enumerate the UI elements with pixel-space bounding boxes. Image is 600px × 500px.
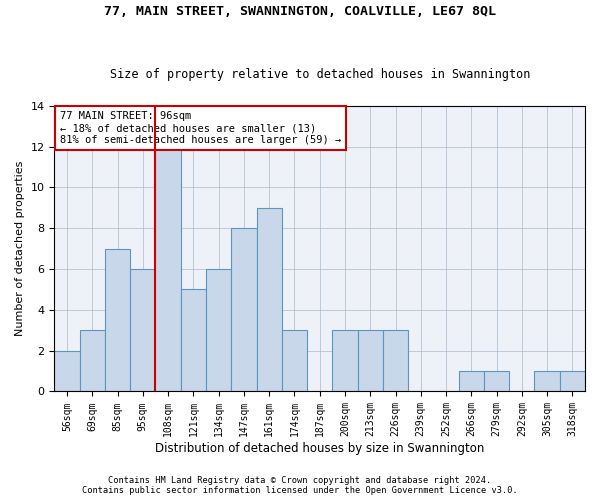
- Y-axis label: Number of detached properties: Number of detached properties: [15, 161, 25, 336]
- Title: Size of property relative to detached houses in Swannington: Size of property relative to detached ho…: [110, 68, 530, 81]
- Bar: [231, 228, 257, 392]
- Bar: [155, 146, 181, 392]
- Bar: [206, 269, 231, 392]
- Bar: [257, 208, 282, 392]
- Bar: [358, 330, 383, 392]
- Bar: [282, 330, 307, 392]
- Bar: [181, 290, 206, 392]
- Text: 77 MAIN STREET: 96sqm
← 18% of detached houses are smaller (13)
81% of semi-deta: 77 MAIN STREET: 96sqm ← 18% of detached …: [60, 112, 341, 144]
- Bar: [130, 269, 155, 392]
- Text: 77, MAIN STREET, SWANNINGTON, COALVILLE, LE67 8QL: 77, MAIN STREET, SWANNINGTON, COALVILLE,…: [104, 5, 496, 18]
- Bar: [560, 371, 585, 392]
- Bar: [535, 371, 560, 392]
- Bar: [383, 330, 408, 392]
- Bar: [332, 330, 358, 392]
- Bar: [80, 330, 105, 392]
- X-axis label: Distribution of detached houses by size in Swannington: Distribution of detached houses by size …: [155, 442, 484, 455]
- Bar: [484, 371, 509, 392]
- Text: Contains HM Land Registry data © Crown copyright and database right 2024.
Contai: Contains HM Land Registry data © Crown c…: [82, 476, 518, 495]
- Bar: [55, 350, 80, 392]
- Bar: [105, 248, 130, 392]
- Bar: [458, 371, 484, 392]
